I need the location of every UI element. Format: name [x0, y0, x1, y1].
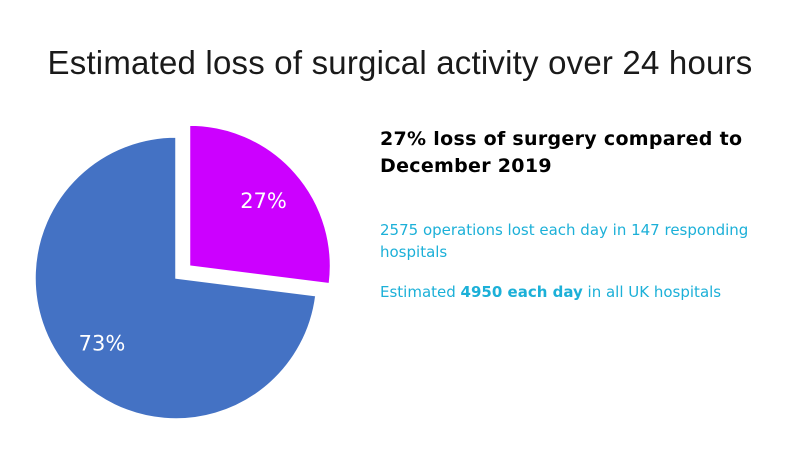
operations-lost-text: 2575 operations lost each day in 147 res…: [380, 221, 749, 261]
pie-slice-label-2: 73%: [79, 331, 126, 355]
uk-estimate-text: Estimated 4950 each day in all UK hospit…: [380, 281, 780, 303]
pie-slice-2: [34, 136, 317, 420]
uk-estimate-prefix: Estimated: [380, 283, 461, 301]
pie-slice-label-1: 27%: [240, 189, 287, 213]
summary-panel: 27% loss of surgery compared to December…: [380, 126, 780, 303]
uk-estimate-suffix: in all UK hospitals: [582, 283, 722, 301]
pie-slice-1: [188, 124, 332, 285]
uk-estimate-bold: 4950 each day: [460, 283, 583, 301]
summary-headline: 27% loss of surgery compared to December…: [380, 128, 743, 177]
chart-title: Estimated loss of surgical activity over…: [47, 44, 753, 81]
